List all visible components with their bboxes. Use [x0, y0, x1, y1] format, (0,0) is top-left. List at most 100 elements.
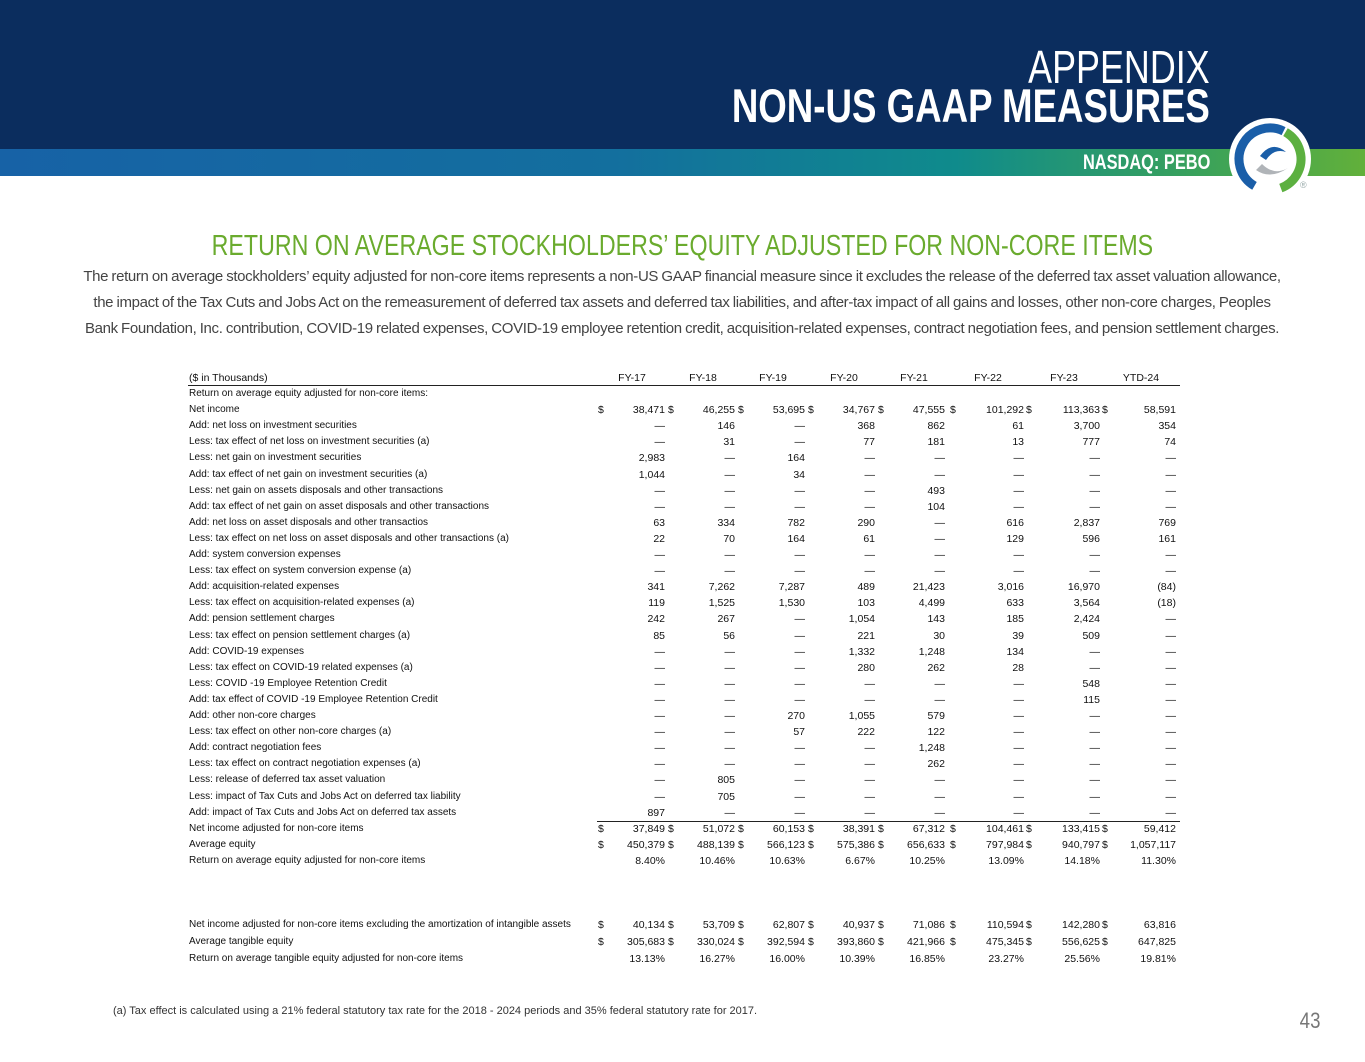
table-cell: 53,709 [702, 919, 735, 931]
table-cell: 392,594 [767, 936, 805, 948]
table-cell: — [654, 420, 666, 433]
table-cell: — [864, 565, 876, 578]
table-cell: — [1165, 645, 1177, 658]
table-cell: — [1165, 758, 1177, 771]
table-cell: — [864, 806, 876, 819]
currency-sign: $ [878, 936, 884, 948]
table-cell: — [724, 500, 736, 513]
currency-sign: $ [1102, 822, 1108, 835]
currency-sign: $ [808, 404, 814, 417]
table-cell: — [1089, 758, 1101, 771]
table-cell: 46,255 [702, 404, 735, 417]
table-cell: — [864, 774, 876, 787]
table-cell: — [794, 758, 806, 771]
currency-sign: $ [1026, 936, 1032, 948]
row-label: Less: net gain on assets disposals and o… [189, 484, 444, 496]
table-cell: 705 [717, 790, 735, 803]
table-cell: 63 [653, 516, 665, 529]
column-header: FY-23 [1050, 372, 1078, 384]
table-cell: 450,379 [627, 838, 665, 851]
table-cell: 74 [1164, 436, 1176, 449]
table-cell: 1,055 [848, 710, 875, 722]
table-cell: 393,860 [837, 936, 875, 948]
table-cell: 40,134 [632, 919, 665, 931]
table-cell: — [1089, 742, 1101, 755]
table-cell: — [1165, 710, 1177, 722]
table-cell: 164 [787, 452, 805, 465]
currency-sign: $ [598, 822, 604, 835]
table-cell: 104,461 [986, 822, 1024, 835]
header-title: APPENDIX [1028, 41, 1210, 93]
row-label: Net income adjusted for non-core items e… [189, 919, 571, 930]
currency-sign: $ [878, 838, 884, 851]
table-cell: 1,054 [848, 613, 875, 626]
table-cell: — [724, 742, 736, 755]
currency-sign: $ [668, 838, 674, 851]
currency-sign: $ [598, 936, 604, 948]
row-label: Less: tax effect on net loss on asset di… [189, 532, 509, 544]
table-cell: 37,849 [632, 822, 665, 835]
table-cell: 579 [927, 710, 945, 722]
table-cell: — [724, 484, 736, 497]
table-cell: 897 [647, 806, 665, 819]
table-cell: 34 [793, 468, 805, 481]
table-cell: — [654, 661, 666, 674]
table-cell: — [654, 484, 666, 497]
table-cell: — [1013, 452, 1025, 465]
table-cell: — [864, 500, 876, 513]
table-cell: 23.27% [988, 953, 1024, 965]
table-cell: 185 [1006, 613, 1024, 626]
table-cell: — [864, 452, 876, 465]
table-cell: — [654, 645, 666, 658]
table-cell: 16.85% [909, 953, 945, 965]
table-cell: — [724, 710, 736, 722]
table-cell: — [934, 549, 946, 561]
table-cell: 113,363 [1062, 404, 1100, 417]
currency-sign: $ [1026, 822, 1032, 835]
column-header: FY-20 [830, 372, 858, 384]
table-cell: 10.39% [839, 953, 875, 965]
row-label: Less: tax effect on acquisition-related … [189, 597, 415, 609]
table-cell: 38,471 [632, 404, 665, 417]
table-cell: — [1013, 693, 1025, 706]
row-label: Add: acquisition-related expenses [189, 581, 340, 593]
table-cell: 1,057,117 [1130, 838, 1176, 851]
column-header: YTD-24 [1122, 372, 1160, 384]
table-cell: — [1165, 452, 1177, 465]
currency-sign: $ [950, 404, 956, 417]
table-cell: 1,332 [848, 645, 875, 658]
table-cell: 51,072 [702, 822, 735, 835]
section-description: The return on average stockholders’ equi… [83, 268, 1281, 337]
table-cell: 6.67% [845, 854, 875, 867]
row-label: Add: system conversion expenses [189, 549, 341, 560]
table-cell: (84) [1157, 581, 1176, 594]
table-cell: 797,984 [986, 838, 1024, 851]
rule [188, 385, 1180, 386]
table-cell: 368 [857, 420, 875, 433]
page-number: 43 [1299, 1008, 1320, 1033]
table-cell: 475,345 [986, 936, 1024, 948]
table-cell: 62,807 [772, 919, 805, 931]
table-cell: 633 [1006, 597, 1024, 610]
table-cell: 58,591 [1143, 404, 1176, 417]
table-cell: 777 [1082, 436, 1100, 449]
currency-sign: $ [1026, 838, 1032, 851]
table-cell: 421,966 [907, 936, 945, 948]
table-cell: — [1089, 790, 1101, 803]
currency-sign: $ [668, 919, 674, 931]
currency-sign: $ [1102, 919, 1108, 931]
rule [597, 821, 1180, 822]
row-label: Less: tax effect on other non-core charg… [189, 726, 392, 738]
table-cell: — [1013, 710, 1025, 722]
table-cell: — [724, 677, 736, 690]
table-cell: — [1089, 549, 1101, 561]
table-cell: — [1089, 661, 1101, 674]
currency-sign: $ [878, 919, 884, 931]
table-cell: — [1013, 790, 1025, 803]
table-cell: — [724, 645, 736, 658]
table-cell: 334 [717, 516, 735, 529]
table-cell: — [794, 500, 806, 513]
table-cell: 164 [787, 532, 805, 545]
row-label: Average equity [189, 838, 256, 850]
table-cell: 616 [1006, 516, 1024, 529]
